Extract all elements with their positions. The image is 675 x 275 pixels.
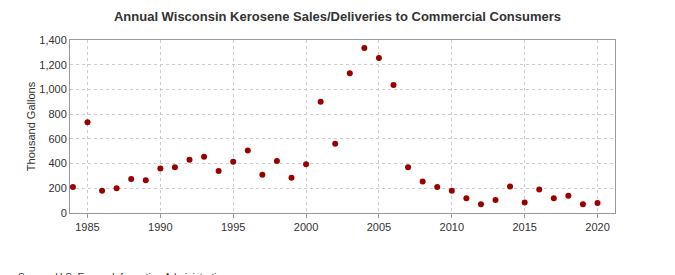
svg-text:2000: 2000 [294, 221, 318, 233]
svg-text:Annual Wisconsin Kerosene Sale: Annual Wisconsin Kerosene Sales/Deliveri… [114, 9, 561, 24]
svg-text:2015: 2015 [512, 221, 536, 233]
svg-text:1985: 1985 [75, 221, 99, 233]
svg-text:0: 0 [61, 207, 67, 219]
svg-text:400: 400 [48, 157, 66, 169]
svg-text:1990: 1990 [148, 221, 172, 233]
svg-text:1,400: 1,400 [39, 34, 67, 46]
svg-text:2020: 2020 [585, 221, 609, 233]
svg-text:2005: 2005 [367, 221, 391, 233]
svg-text:2010: 2010 [440, 221, 464, 233]
svg-text:Source: U.S. Energy Informatio: Source: U.S. Energy Information Administ… [18, 272, 228, 275]
svg-text:Thousand Gallons: Thousand Gallons [25, 81, 37, 171]
svg-text:1,000: 1,000 [39, 83, 67, 95]
svg-text:1995: 1995 [221, 221, 245, 233]
svg-text:200: 200 [48, 182, 66, 194]
svg-text:800: 800 [48, 108, 66, 120]
svg-text:1,200: 1,200 [39, 59, 67, 71]
svg-text:600: 600 [48, 133, 66, 145]
